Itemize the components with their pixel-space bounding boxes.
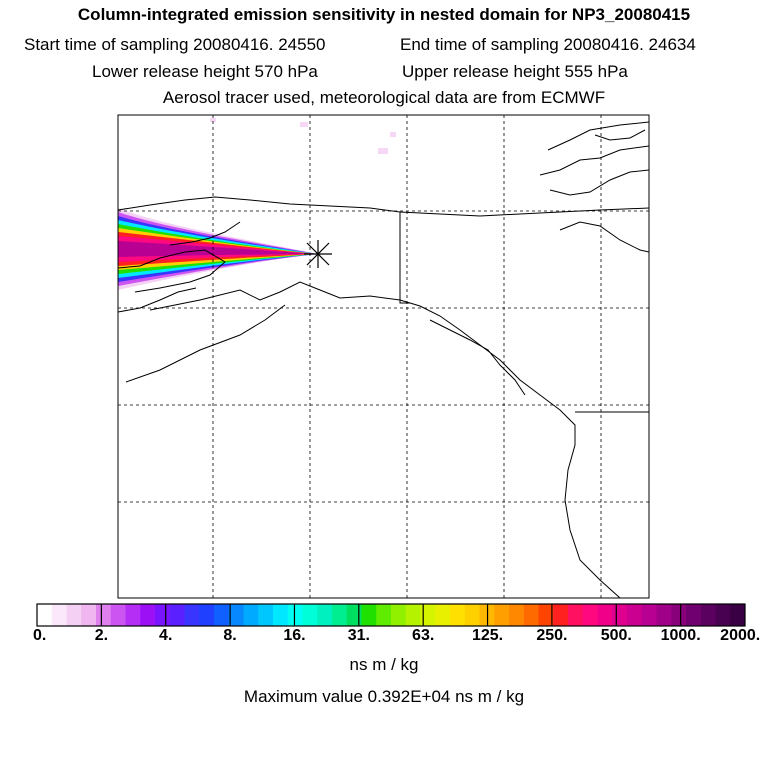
colorbar-tick-label: 250.	[536, 627, 568, 644]
end-time-label: End time of sampling 20080416. 24634	[400, 35, 696, 54]
colorbar-tick-label: 31.	[347, 627, 370, 644]
release-point-marker	[304, 240, 332, 268]
faint-plume-speckles	[210, 118, 396, 154]
start-time-label: Start time of sampling 20080416. 24550	[24, 35, 326, 54]
colorbar-tick-label: 16.	[283, 627, 306, 644]
map-frame	[117, 114, 650, 599]
map-frame-bg	[118, 115, 649, 598]
colorbar-tick-label: 2000.	[720, 627, 761, 644]
upper-release-label: Upper release height 555 hPa	[402, 62, 628, 81]
colorbar-tick-label: 0.	[32, 627, 47, 644]
colorbar-tick-label: 500.	[600, 627, 632, 644]
graticule	[118, 115, 649, 598]
emission-plume	[118, 208, 318, 290]
emission-sensitivity-map	[117, 114, 650, 599]
colorbar-tick-label: 4.	[159, 627, 173, 644]
maximum-value-label: Maximum value 0.392E+04 ns m / kg	[243, 687, 525, 706]
coastlines	[118, 121, 649, 598]
colorbar-tick-label: 63.	[412, 627, 435, 644]
tracer-note: Aerosol tracer used, meteorological data…	[162, 88, 606, 107]
colorbar-tick-label: 2.	[94, 627, 109, 644]
colorbar-unit: ns m / kg	[349, 655, 419, 674]
colorbar-tick-label: 8.	[223, 627, 237, 644]
map-title: Column-integrated emission sensitivity i…	[77, 5, 691, 24]
colorbar-tick-label: 1000.	[660, 627, 701, 644]
colorbar-tick-label: 125.	[471, 627, 504, 644]
lower-release-label: Lower release height 570 hPa	[92, 62, 318, 81]
